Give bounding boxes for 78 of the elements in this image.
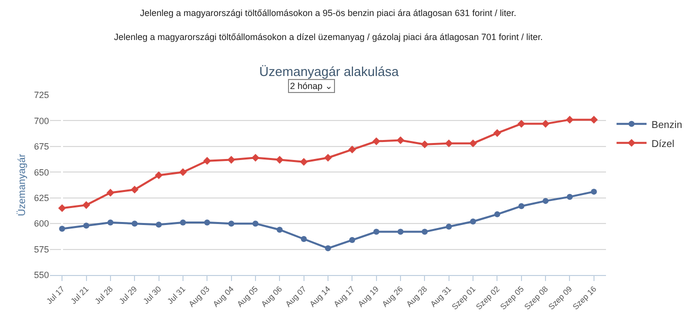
point: [276, 156, 284, 164]
point: [494, 211, 500, 218]
point: [542, 120, 550, 128]
y-axis-title: Üzemanyagár: [16, 153, 28, 216]
text: 2 hónap ⌄: [290, 81, 334, 91]
point: [58, 204, 66, 212]
point: [396, 136, 404, 144]
x-tick-label: Jul 28: [93, 284, 116, 306]
point: [132, 220, 138, 227]
x-tick-label: Aug 06: [260, 284, 284, 309]
y-tick-label: 725: [34, 90, 49, 100]
point: [566, 194, 573, 200]
point: [252, 154, 260, 162]
legend-label: Benzin: [652, 120, 682, 131]
x-tick-label: Aug 03: [187, 284, 212, 309]
point: [493, 129, 502, 137]
x-tick-label: Aug 17: [332, 284, 357, 309]
point: [590, 116, 598, 124]
x-tick-label: Jul 21: [69, 284, 91, 306]
x-tick-label: Aug 26: [380, 284, 406, 309]
y-tick-label: 575: [34, 244, 49, 254]
point: [252, 220, 258, 227]
y-tick-label: 625: [34, 193, 49, 204]
point: [470, 218, 476, 225]
point: [590, 188, 597, 195]
point: [203, 156, 212, 165]
point: [324, 154, 332, 162]
point: [179, 168, 187, 176]
point: [566, 116, 574, 124]
point: [228, 220, 234, 227]
x-tick-label: Aug 07: [284, 284, 308, 309]
x-tick-label: Jul 30: [142, 284, 164, 306]
point: [469, 139, 477, 148]
x-tick-label: Jul 29: [117, 284, 140, 306]
point: [227, 156, 236, 164]
x-tick-label: Aug 05: [235, 284, 260, 309]
x-tick-label: Jul 17: [44, 284, 67, 306]
point: [446, 224, 452, 230]
point: [83, 222, 90, 229]
point: [276, 226, 283, 233]
y-tick-label: 550: [34, 270, 49, 280]
point: [300, 158, 308, 166]
point: [348, 146, 356, 154]
chart-title: Üzemanyagár alakulása: [259, 64, 400, 79]
text: Jelenleg a magyarországi töltőállomásokon a 95-ös benzin piaci ára átlagosan 631 forint / liter.: [140, 8, 516, 18]
point: [156, 222, 162, 228]
point: [517, 120, 526, 128]
point: [349, 237, 356, 244]
point: [420, 140, 429, 148]
x-tick-label: Aug 28: [404, 284, 430, 309]
point: [422, 228, 428, 235]
y-tick-label: 600: [34, 218, 49, 229]
point: [82, 201, 90, 209]
x-tick-label: Aug 14: [308, 284, 333, 309]
point: [106, 188, 114, 197]
point: [154, 171, 163, 180]
point: [130, 186, 139, 194]
point: [325, 245, 331, 252]
point: [542, 198, 549, 204]
point: [444, 139, 453, 148]
point: [398, 228, 404, 235]
legend-label: Dízel: [652, 138, 674, 150]
y-tick-label: 700: [34, 116, 49, 126]
y-tick-label: 650: [34, 167, 49, 178]
point: [518, 203, 524, 210]
x-tick-label: Aug 04: [211, 284, 236, 309]
point: [373, 228, 380, 235]
point: [59, 226, 66, 232]
y-tick-label: 675: [34, 142, 49, 152]
point: [300, 236, 307, 242]
x-tick-label: Aug 31: [428, 284, 454, 309]
x-tick-label: Aug 19: [356, 284, 381, 309]
point: [372, 137, 380, 146]
point: [180, 220, 186, 226]
point: [107, 220, 114, 226]
point: [204, 220, 210, 226]
text: Jelenleg a magyarországi töltőállomásokon a dízel üzemanyag / gázolaj piaci ára átlagosan 701 forint / liter.: [114, 32, 543, 42]
x-tick-label: Jul 31: [166, 284, 188, 306]
